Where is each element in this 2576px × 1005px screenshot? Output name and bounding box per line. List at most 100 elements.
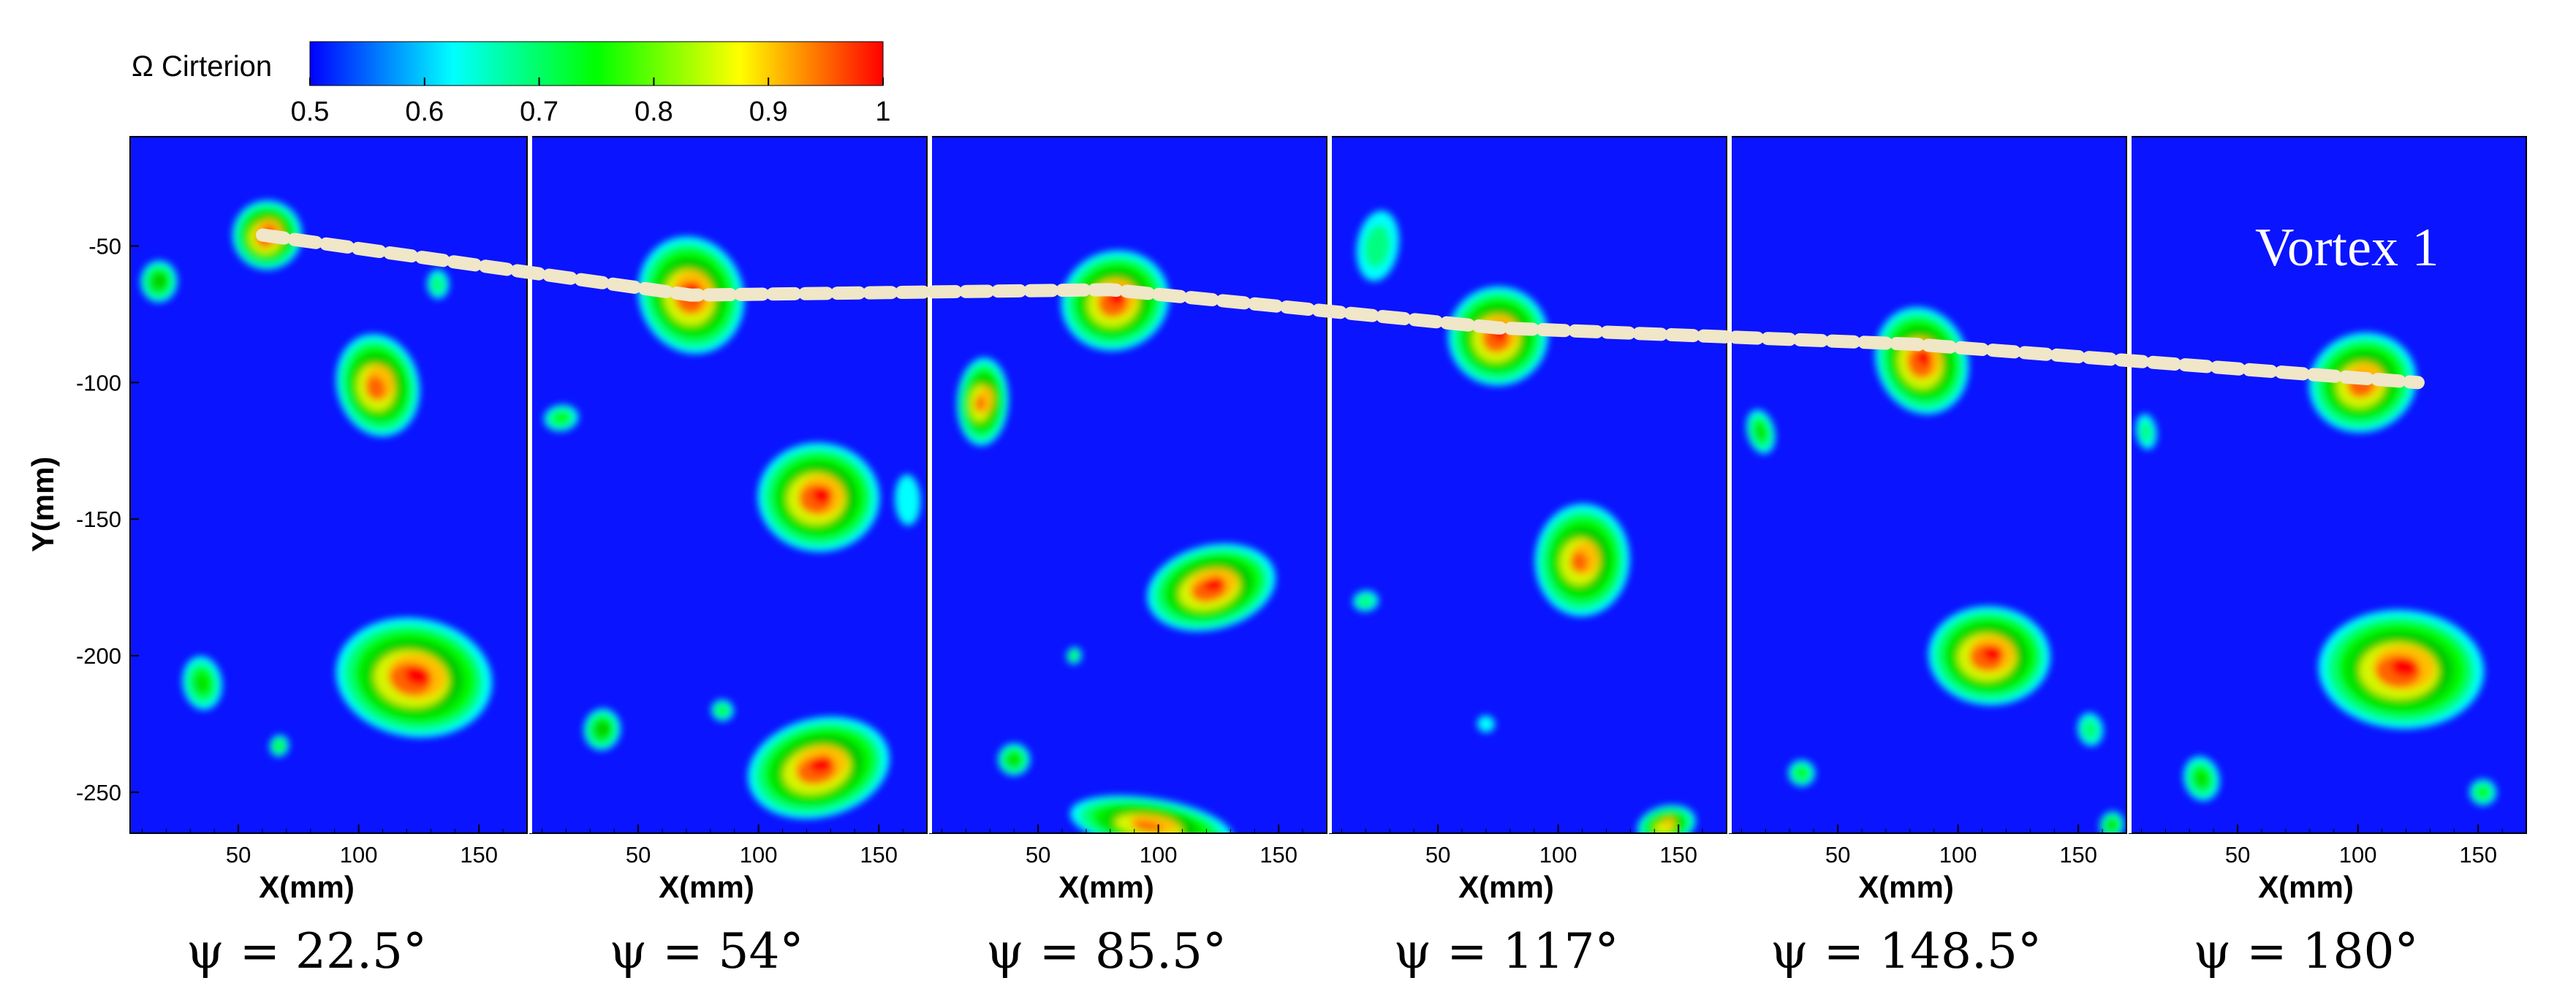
contour-level [1795, 766, 1810, 780]
contour-level [155, 274, 167, 287]
contour-level [1662, 818, 1675, 827]
contour-level [974, 395, 985, 412]
contour-level [553, 410, 571, 424]
y-tick-label: -50 [88, 233, 121, 259]
vortex-blob [1352, 591, 1379, 612]
x-tick-label: 150 [1659, 842, 1697, 868]
contour-level [2390, 656, 2419, 677]
vortex-blob [1746, 409, 1776, 454]
vortex-blob [2469, 778, 2497, 805]
vortex-blob [336, 618, 493, 737]
vortex-blob [1788, 759, 1816, 786]
contour-level [599, 722, 610, 735]
vortex-blob [2135, 414, 2157, 450]
x-axis-title: X(mm) [1058, 870, 1154, 904]
vortex-blob [1061, 250, 1170, 351]
vortex-blob [583, 708, 621, 751]
phase-angle-label: ψ = 54° [610, 923, 804, 979]
contour-level [1364, 224, 1391, 268]
contour-level [1916, 348, 1933, 366]
panel-1: 50 100 150 X(mm) -50 -100 -150 -200 -250 ψ = 22.5… [76, 136, 528, 979]
vortex-blob [637, 236, 745, 354]
contour-level [275, 740, 286, 751]
contour-level [2477, 785, 2491, 799]
y-axis-title: Y(mm) [26, 457, 60, 553]
vortex-blob [998, 743, 1031, 776]
x-tick-label: 100 [1140, 842, 1178, 868]
colorbar: Ω Cirterion 0.5 0.6 0.7 0.8 0.9 1 [132, 41, 891, 127]
x-axis-title: X(mm) [2258, 870, 2354, 904]
contour-level [811, 485, 833, 504]
vortex-blob [2099, 811, 2124, 833]
y-tick-label: -250 [76, 780, 121, 805]
x-tick-label: 100 [340, 842, 378, 868]
colorbar-tick-label: 1 [875, 96, 890, 127]
contour-level [2105, 819, 2116, 832]
vortex-blob [544, 404, 579, 432]
contour-level [1754, 425, 1765, 441]
phase-angle-label: ψ = 85.5° [986, 923, 1227, 979]
vortex-contours [544, 236, 921, 819]
vortex-blob [1069, 795, 1232, 833]
x-tick-label: 150 [860, 842, 898, 868]
phase-angle-label: ψ = 117° [1394, 923, 1619, 979]
contour-level [365, 376, 386, 401]
colorbar-tick-label: 0.5 [291, 96, 330, 127]
x-tick-label: 150 [1259, 842, 1298, 868]
vortex-blob [1477, 715, 1496, 733]
vortex-blob [711, 699, 734, 721]
vortex-1-label: Vortex 1 [2255, 218, 2439, 278]
colorbar-tick-label: 0.6 [405, 96, 444, 127]
vortex-blob [140, 260, 178, 303]
contour-level [430, 274, 446, 295]
phase-angle-label: ψ = 180° [2194, 923, 2419, 979]
contour-level [2080, 718, 2099, 742]
x-tick-label: 50 [1825, 842, 1850, 868]
contour-level [2194, 772, 2207, 788]
vortex-blob [956, 357, 1009, 446]
x-tick-label: 50 [2225, 842, 2250, 868]
x-tick-label: 100 [740, 842, 778, 868]
x-tick-label: 50 [626, 842, 651, 868]
contour-level [1982, 645, 2004, 662]
contour-level [194, 675, 208, 694]
vortex-blob [2077, 713, 2104, 746]
vortex-blob [1534, 504, 1630, 617]
vortex-blob [182, 656, 222, 710]
x-tick-label: 150 [2059, 842, 2097, 868]
contour-level [809, 756, 833, 773]
panel-2: 50 100 150 X(mm) ψ = 54° [529, 136, 928, 979]
contour-level [1203, 577, 1225, 591]
y-tick-label: -150 [76, 507, 121, 532]
vortex-blob [1637, 805, 1696, 833]
x-axis-title: X(mm) [659, 870, 754, 904]
vortex-blob [1147, 543, 1276, 632]
vortex-blob [269, 735, 289, 757]
vortex-contours [140, 200, 493, 757]
contour-level [1072, 651, 1079, 659]
contour-level [1477, 715, 1496, 733]
contour-level [1132, 821, 1163, 833]
x-tick-label: 50 [1425, 842, 1450, 868]
panel-3: 50 100 150 X(mm) ψ = 85.5° [929, 136, 1327, 979]
contour-level [1356, 594, 1374, 609]
vortex-blob [1356, 211, 1399, 281]
y-tick-label: -200 [76, 643, 121, 669]
vortex-blob [336, 334, 420, 437]
vortex-contours [1746, 307, 2124, 833]
vortex-blob [2318, 610, 2485, 729]
colorbar-gradient [309, 41, 884, 86]
phase-angle-label: ψ = 148.5° [1770, 923, 2042, 979]
vortex-contours [956, 250, 1276, 833]
x-tick-label: 50 [1026, 842, 1050, 868]
contour-level [404, 665, 431, 686]
x-tick-label: 150 [460, 842, 498, 868]
contour-level [1570, 551, 1588, 573]
colorbar-tick-label: 0.8 [634, 96, 673, 127]
contour-level [718, 705, 729, 715]
x-axis-title: X(mm) [1858, 870, 1954, 904]
vortex-blob [748, 716, 890, 819]
x-tick-label: 100 [1539, 842, 1577, 868]
x-tick-label: 50 [226, 842, 251, 868]
